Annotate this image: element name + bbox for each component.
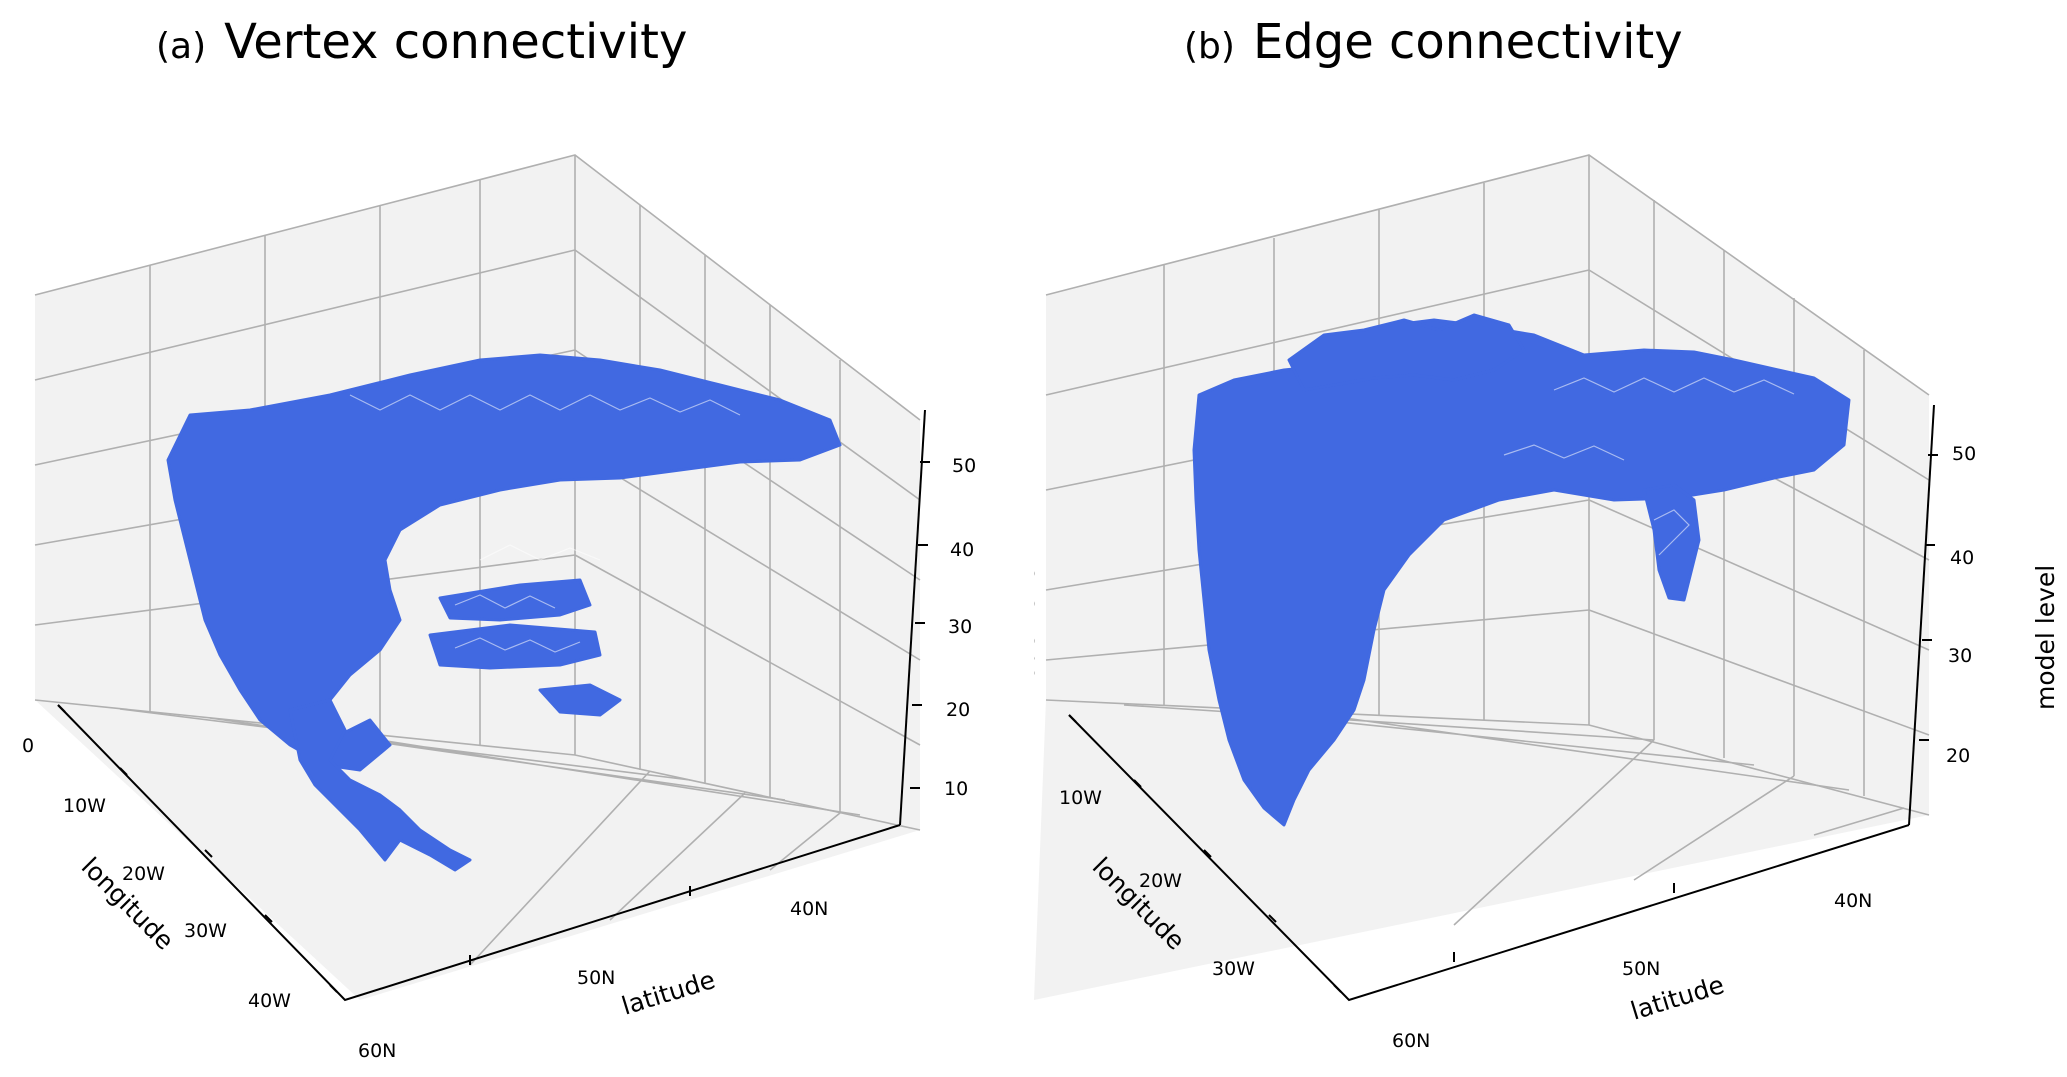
y-tick-label: 40N — [1834, 890, 1872, 912]
z-tick-label: 20 — [1946, 745, 1970, 767]
panel-letter: (b) — [1184, 26, 1235, 67]
chart-title: Vertex connectivity — [224, 14, 688, 70]
mesh-highlights — [349, 394, 741, 653]
plot-area: 0 10W 20W 30W 40W 60N 50N 40N 10 20 30 4… — [22, 154, 976, 1062]
z-tick-label: 30 — [1948, 645, 1972, 667]
y-tick-label: 50N — [1622, 958, 1660, 980]
x-tick-label: 40W — [248, 990, 291, 1012]
z-axis-label-right: model level — [2031, 565, 2060, 710]
x-tick-label: 20W — [1139, 870, 1182, 892]
x-axis-ticks — [1068, 454, 1938, 993]
panel-title: (a) Vertex connectivity — [156, 14, 687, 70]
y-tick-labels: 60N 50N 40N — [358, 898, 828, 1062]
y-tick-label: 40N — [790, 898, 828, 920]
pane-back — [35, 155, 920, 1000]
y-tick-label: 60N — [1392, 1030, 1430, 1052]
plot-area: 10W 20W 30W 60N 50N 40N 20 30 40 50 long… — [1034, 154, 2060, 1052]
x-tick-label: 30W — [184, 920, 227, 942]
z-tick-label: 40 — [950, 539, 974, 561]
x-tick-labels: 10W 20W 30W — [1059, 787, 1255, 980]
z-tick-label: 50 — [1952, 443, 1976, 465]
z-tick-label: 30 — [948, 616, 972, 638]
x-tick-labels: 0 10W 20W 30W 40W — [22, 735, 291, 1012]
panel-title: (b) Edge connectivity — [1184, 14, 1683, 70]
x-tick-label: 10W — [1059, 787, 1102, 809]
chart-title: Edge connectivity — [1252, 14, 1683, 70]
mesh-surface — [1192, 313, 1851, 827]
axis-lines — [1068, 404, 1935, 1002]
panel-edge-connectivity: 10W 20W 30W 60N 50N 40N 20 30 40 50 long… — [1034, 0, 2067, 1077]
x-tick-label: 30W — [1212, 958, 1255, 980]
z-axis-label-left: model level — [1034, 560, 1040, 705]
z-tick-labels: 20 30 40 50 — [1946, 443, 1976, 767]
y-tick-label: 60N — [358, 1040, 396, 1062]
mesh-highlights — [1503, 377, 1795, 556]
y-axis-label: latitude — [618, 965, 718, 1021]
panel-vertex-connectivity: 0 10W 20W 30W 40W 60N 50N 40N 10 20 30 4… — [0, 0, 1033, 1077]
z-tick-label: 10 — [944, 778, 968, 800]
y-tick-label: 50N — [577, 967, 615, 989]
z-tick-labels: 10 20 30 40 50 — [944, 455, 976, 800]
x-axis-ticks — [57, 461, 930, 993]
x-tick-label: 0 — [22, 735, 34, 757]
x-tick-label: 10W — [63, 795, 106, 817]
panel-letter: (a) — [156, 26, 207, 67]
z-tick-label: 40 — [1950, 547, 1974, 569]
z-tick-label: 50 — [952, 455, 976, 477]
x-tick-label: 20W — [122, 863, 165, 885]
y-tick-labels: 60N 50N 40N — [1392, 890, 1872, 1052]
axis-lines — [57, 409, 926, 1002]
z-tick-label: 20 — [946, 699, 970, 721]
